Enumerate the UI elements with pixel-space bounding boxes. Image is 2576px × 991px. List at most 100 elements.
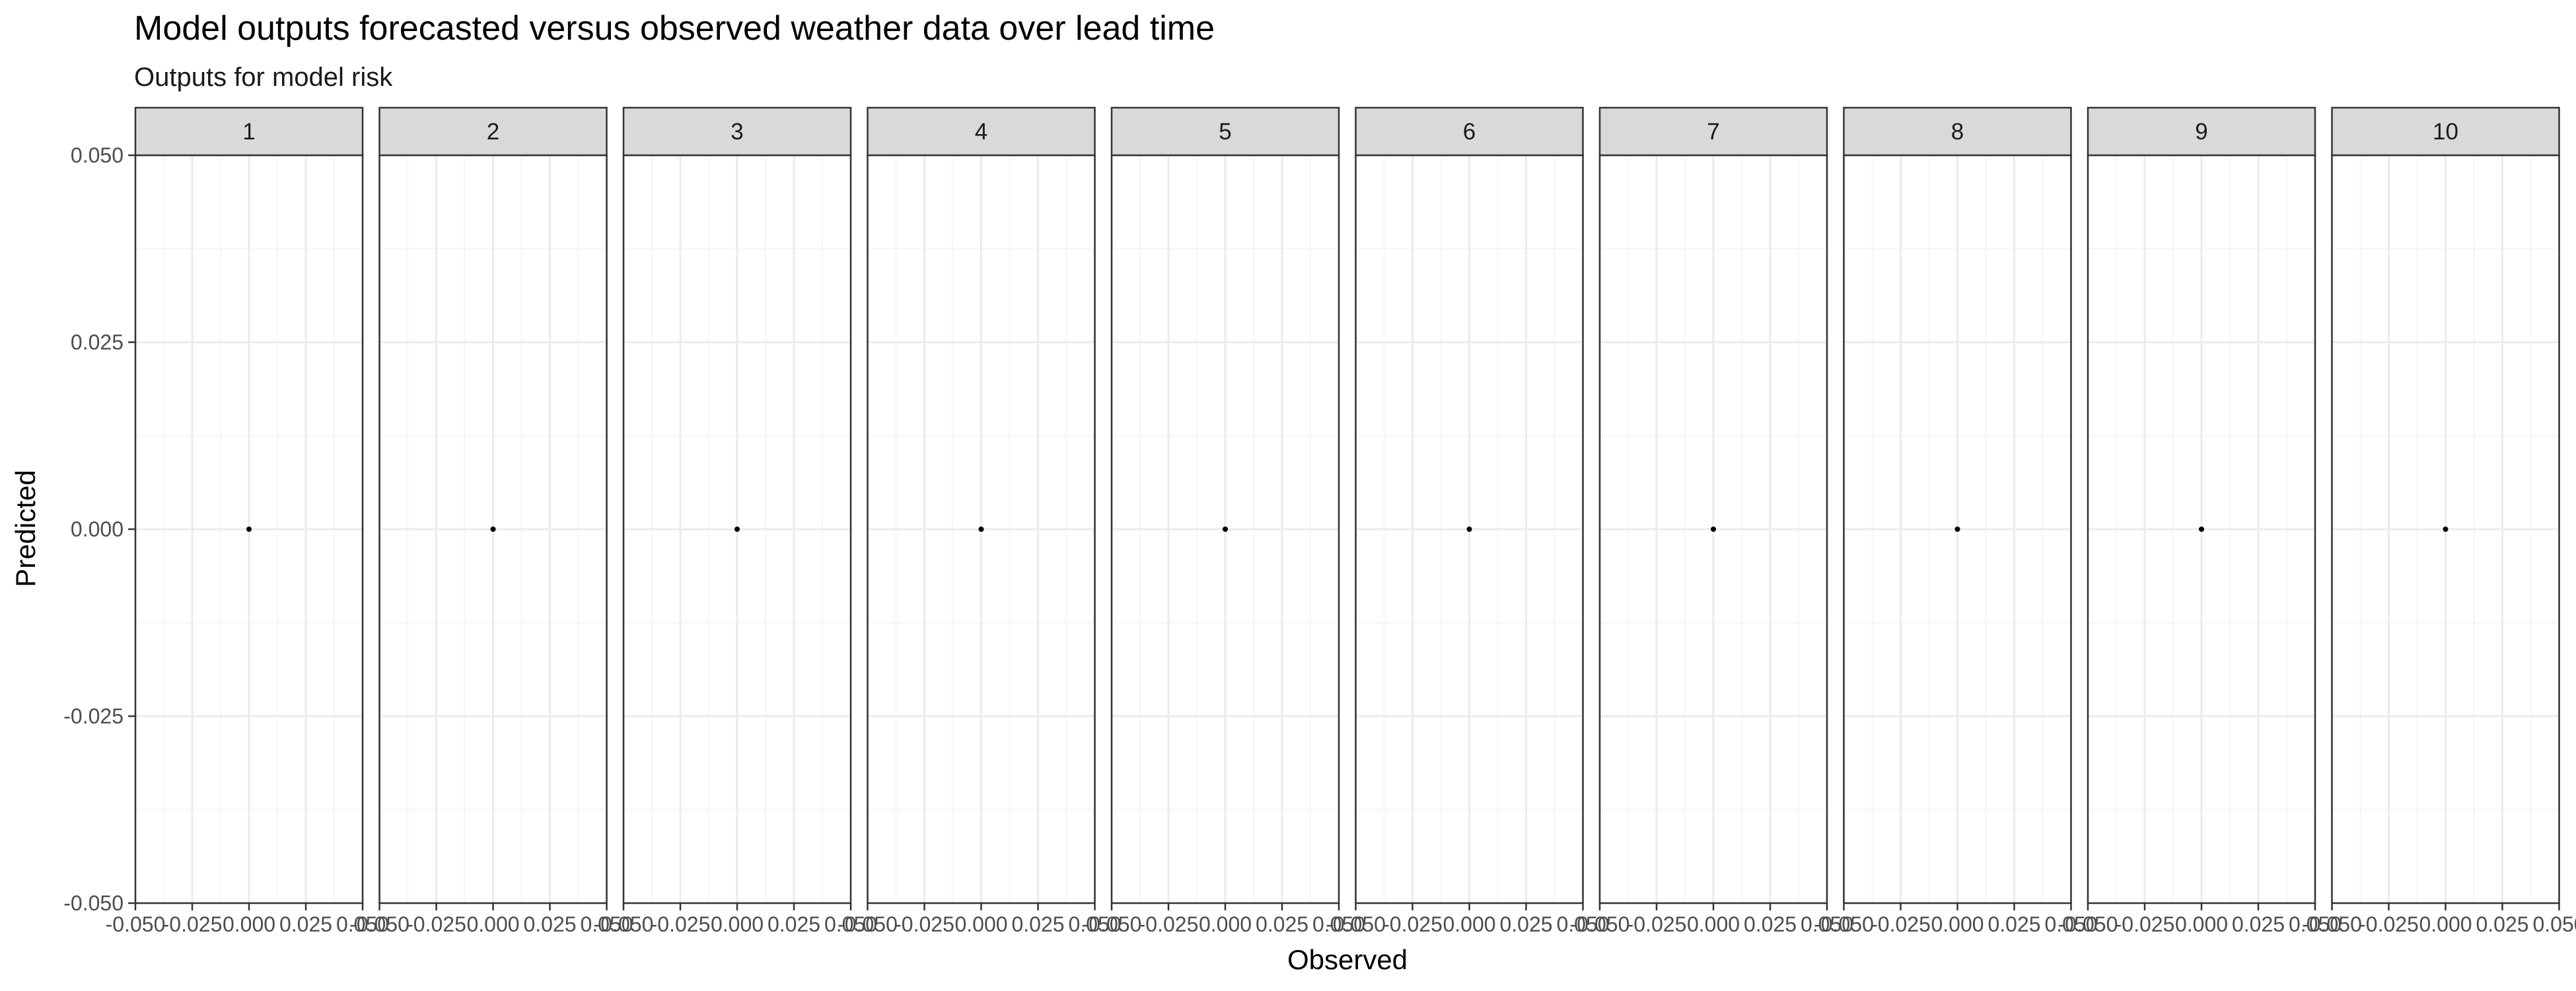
- x-tick-label: -0.050: [349, 912, 410, 936]
- facet-strip: [2087, 106, 2316, 157]
- chart-title: Model outputs forecasted versus observed…: [134, 9, 1215, 48]
- x-tick-label: 0.050: [1068, 912, 1121, 936]
- data-point: [246, 527, 252, 532]
- x-tick-label: 0.050: [2532, 912, 2576, 936]
- facet-panel-1: 1 -0.050-0.025 0.000 0.025 0.050: [106, 106, 389, 936]
- x-tick-label: -0.050: [2058, 912, 2118, 936]
- x-tick-label: 0.025: [1744, 912, 1797, 936]
- x-tick-label: 0.000: [223, 912, 275, 936]
- data-point: [1711, 527, 1716, 532]
- y-tick-label: 0.050: [71, 143, 124, 167]
- x-tick-label: -0.050: [838, 912, 898, 936]
- x-tick-label: -0.050: [2302, 912, 2362, 936]
- x-tick-label: -0.025: [894, 912, 954, 936]
- facet-strip: [1598, 106, 1828, 157]
- x-tick-label: 0.025: [279, 912, 332, 936]
- x-tick-label: -0.025: [162, 912, 223, 936]
- x-tick-label: -0.025: [2359, 912, 2419, 936]
- facet-strip-label: 4: [975, 119, 987, 145]
- x-tick-label: 0.025: [768, 912, 820, 936]
- data-point: [1223, 527, 1228, 532]
- x-tick-label: 0.025: [1256, 912, 1308, 936]
- x-tick-label: 0.000: [2419, 912, 2472, 936]
- x-tick-label: -0.050: [1570, 912, 1630, 936]
- facet-panels: 1-0.050-0.025 0.000 0.025 0.0502-0.050-0.02…: [106, 106, 2576, 936]
- facet-panel-4: 4 -0.050-0.025 0.000 0.025 0.050: [838, 106, 1122, 936]
- x-tick-label: -0.025: [2115, 912, 2175, 936]
- y-tick-label: 0.025: [71, 330, 124, 354]
- x-tick-label: -0.025: [651, 912, 711, 936]
- x-tick-label: -0.050: [106, 912, 166, 936]
- y-tick-label: -0.025: [63, 704, 124, 728]
- x-tick-label: 0.025: [523, 912, 576, 936]
- facet-strip-label: 5: [1219, 119, 1231, 145]
- x-tick-label: -0.025: [406, 912, 466, 936]
- facet-strip-label: 2: [487, 119, 499, 145]
- facet-strip-label: 10: [2433, 119, 2458, 145]
- facet-panel-8: 8 -0.050-0.025 0.000 0.025 0.050: [1814, 106, 2098, 936]
- data-point: [490, 527, 496, 532]
- x-tick-label: 0.000: [1931, 912, 1984, 936]
- x-tick-label: 0.000: [954, 912, 1007, 936]
- facet-strip-label: 1: [242, 119, 255, 145]
- x-tick-label: -0.050: [1326, 912, 1386, 936]
- data-point: [978, 527, 984, 532]
- x-tick-label: 0.000: [1199, 912, 1252, 936]
- facet-panel-2: 2 -0.050-0.025 0.000 0.025 0.050: [349, 106, 633, 936]
- x-tick-label: 0.000: [711, 912, 764, 936]
- data-point: [2199, 527, 2204, 532]
- x-tick-label: 0.050: [580, 912, 633, 936]
- facet-strip: [867, 106, 1096, 157]
- x-tick-label: -0.050: [594, 912, 654, 936]
- facet-strip: [2331, 106, 2560, 157]
- facet-panel-9: 9 -0.050-0.025 0.000 0.025 0.050: [2058, 106, 2342, 936]
- x-tick-label: 0.050: [824, 912, 877, 936]
- y-axis-title: Predicted: [10, 470, 41, 587]
- facet-panel-3: 3 -0.050-0.025 0.000 0.025 0.050: [594, 106, 877, 936]
- facet-strip: [134, 106, 364, 157]
- x-tick-label: -0.050: [1082, 912, 1142, 936]
- x-tick-label: -0.050: [1814, 912, 1874, 936]
- facet-strip-label: 3: [731, 119, 743, 145]
- x-tick-label: 0.025: [2476, 912, 2528, 936]
- x-tick-label: 0.000: [1687, 912, 1740, 936]
- x-tick-label: -0.025: [1871, 912, 1931, 936]
- facet-strip: [1843, 106, 2072, 157]
- x-tick-label: 0.050: [2289, 912, 2342, 936]
- data-point: [1466, 527, 1472, 532]
- x-tick-label: -0.025: [1139, 912, 1199, 936]
- x-tick-label: -0.025: [1627, 912, 1687, 936]
- facet-strip: [1110, 106, 1340, 157]
- y-tick-label: -0.050: [63, 891, 124, 915]
- data-point: [734, 527, 740, 532]
- facet-panel-5: 5 -0.050-0.025 0.000 0.025 0.050: [1082, 106, 1365, 936]
- data-point: [2443, 527, 2449, 532]
- x-tick-label: 0.000: [2175, 912, 2228, 936]
- facet-strip: [622, 106, 852, 157]
- facet-panel-7: 7 -0.050-0.025 0.000 0.025 0.050: [1570, 106, 1853, 936]
- y-tick-label: 0.000: [71, 517, 124, 541]
- facet-panel-6: 6 -0.050-0.025 0.000 0.025 0.050: [1326, 106, 1610, 936]
- facet-strip-label: 8: [1951, 119, 1964, 145]
- x-tick-label: 0.025: [1499, 912, 1552, 936]
- x-tick-label: 0.025: [1987, 912, 2040, 936]
- facet-strip-label: 7: [1707, 119, 1719, 145]
- x-tick-label: 0.025: [1011, 912, 1064, 936]
- data-point: [1954, 527, 1960, 532]
- x-tick-label: 0.050: [2044, 912, 2097, 936]
- x-tick-label: 0.000: [466, 912, 519, 936]
- facet-strip: [378, 106, 608, 157]
- x-tick-label: 0.050: [1556, 912, 1609, 936]
- facet-strip: [1355, 106, 1584, 157]
- x-tick-label: 0.050: [336, 912, 389, 936]
- y-axis: -0.050 -0.025 0.000 0.025 0.050: [63, 143, 135, 915]
- x-tick-label: -0.025: [1382, 912, 1443, 936]
- x-axis-title: Observed: [1287, 944, 1408, 975]
- chart-subtitle: Outputs for model risk: [134, 63, 393, 92]
- x-tick-label: 0.050: [1801, 912, 1853, 936]
- x-tick-label: 0.025: [2232, 912, 2285, 936]
- facet-strip-label: 9: [2195, 119, 2207, 145]
- x-tick-label: 0.000: [1443, 912, 1495, 936]
